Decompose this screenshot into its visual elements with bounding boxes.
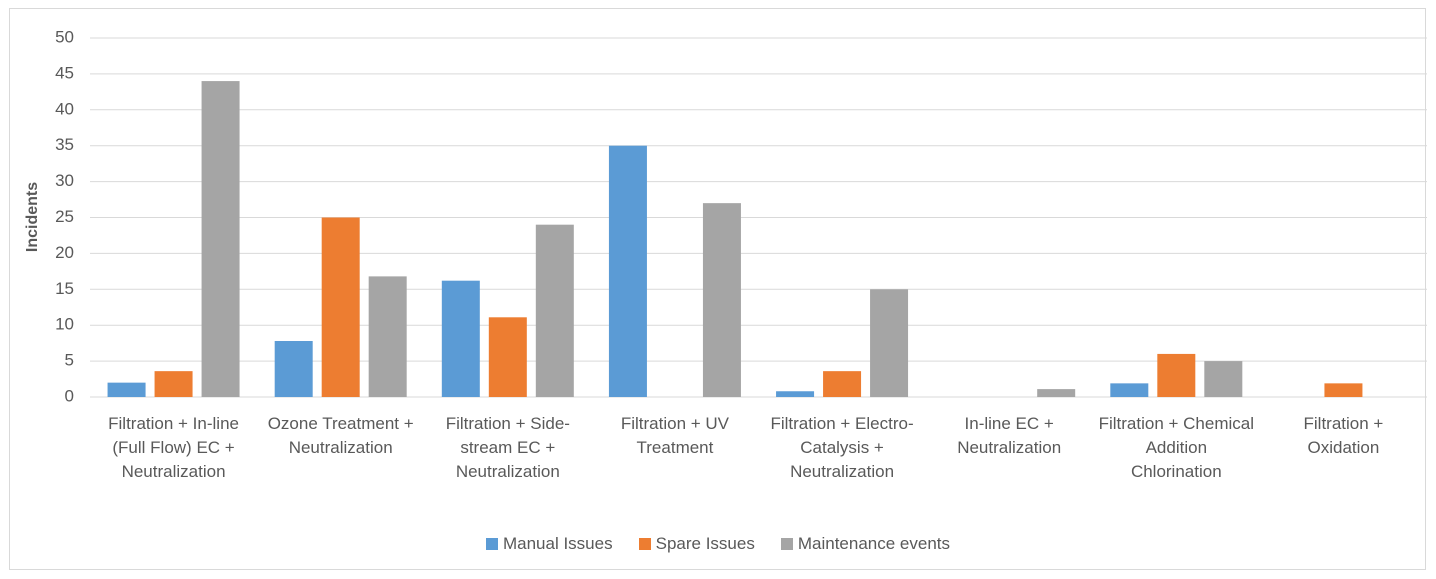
y-tick-label: 20 <box>55 243 74 262</box>
legend-item: Manual Issues <box>485 534 613 554</box>
legend-label: Manual Issues <box>502 534 613 553</box>
bar <box>870 289 909 397</box>
bar <box>1110 383 1149 397</box>
legend-swatch <box>780 538 793 550</box>
bar <box>441 280 480 397</box>
bar <box>1157 353 1196 397</box>
bar <box>1204 361 1243 397</box>
bar <box>535 224 574 397</box>
y-tick-label: 30 <box>55 171 74 190</box>
bar <box>107 382 146 397</box>
bar <box>488 317 527 397</box>
bar <box>274 340 313 397</box>
legend-item: Spare Issues <box>638 534 755 554</box>
bar <box>1037 389 1076 397</box>
legend-label: Maintenance events <box>797 534 950 553</box>
legend-item: Maintenance events <box>780 534 950 554</box>
legend-swatch <box>638 538 651 550</box>
y-tick-label: 50 <box>55 27 74 46</box>
y-tick-label: 10 <box>55 315 74 334</box>
legend-label: Spare Issues <box>655 534 755 553</box>
bar <box>321 217 360 397</box>
y-tick-label: 15 <box>55 279 74 298</box>
legend: Manual Issues Spare Issues Maintenance eve… <box>0 534 1436 554</box>
y-tick-label: 5 <box>65 351 74 370</box>
x-tick-label: Filtration + Chemical Addition Chlorinat… <box>1098 414 1255 481</box>
bar <box>776 391 815 397</box>
bar <box>201 81 240 397</box>
bar <box>1324 383 1363 397</box>
legend-swatch <box>485 538 498 550</box>
bar <box>702 203 741 397</box>
bar <box>154 371 193 397</box>
x-tick-label: Filtration + Oxidation <box>1303 414 1384 457</box>
y-tick-label: 40 <box>55 99 74 118</box>
y-tick-label: 45 <box>55 63 74 82</box>
bar <box>368 276 407 397</box>
x-tick-label: Filtration + In-line (Full Flow) EC + Ne… <box>108 414 239 481</box>
y-tick-label: 0 <box>65 386 74 405</box>
x-tick-label: In-line EC + Neutralization <box>957 414 1062 457</box>
x-tick-label: Filtration + Electro-Catalysis + Neutral… <box>770 414 914 481</box>
bar <box>823 371 862 397</box>
y-tick-label: 25 <box>55 207 74 226</box>
x-tick-label: Ozone Treatment + Neutralization <box>267 414 414 457</box>
x-tick-label: Filtration + Side-stream EC + Neutraliza… <box>445 414 570 481</box>
x-tick-label: Filtration + UV Treatment <box>620 414 730 457</box>
y-axis-title: Incidents <box>24 182 41 252</box>
bar <box>608 145 647 397</box>
y-tick-label: 35 <box>55 135 74 154</box>
